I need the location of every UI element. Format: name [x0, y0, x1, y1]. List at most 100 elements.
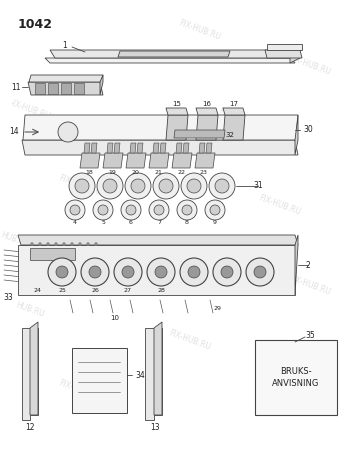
Circle shape — [149, 200, 169, 220]
Polygon shape — [199, 143, 205, 153]
Text: 33: 33 — [3, 293, 13, 302]
Circle shape — [70, 205, 80, 215]
Circle shape — [188, 266, 200, 278]
Circle shape — [114, 258, 142, 286]
Polygon shape — [267, 44, 302, 50]
Text: 32: 32 — [225, 132, 234, 138]
Text: 4: 4 — [73, 220, 77, 225]
Text: -IX-HUB.RU: -IX-HUB.RU — [9, 99, 51, 122]
Circle shape — [131, 179, 145, 193]
Circle shape — [153, 173, 179, 199]
Bar — [72, 348, 127, 413]
Text: 19: 19 — [108, 170, 116, 175]
Text: 13: 13 — [150, 423, 160, 432]
Circle shape — [147, 258, 175, 286]
Text: 18: 18 — [85, 170, 93, 175]
Polygon shape — [35, 83, 45, 94]
Text: 5: 5 — [101, 220, 105, 225]
Text: FIX-HUB.RU: FIX-HUB.RU — [258, 193, 302, 217]
Polygon shape — [61, 83, 71, 94]
Circle shape — [56, 266, 68, 278]
Polygon shape — [166, 108, 188, 115]
Polygon shape — [183, 143, 189, 153]
Circle shape — [47, 243, 49, 246]
Text: 23: 23 — [200, 170, 208, 175]
Circle shape — [213, 258, 241, 286]
Text: 31: 31 — [253, 181, 263, 190]
Text: BRUKS-: BRUKS- — [280, 368, 312, 377]
Polygon shape — [137, 143, 143, 153]
Polygon shape — [74, 83, 84, 94]
Bar — [30, 248, 75, 260]
Circle shape — [246, 258, 274, 286]
Text: 20: 20 — [131, 170, 139, 175]
Text: 25: 25 — [58, 288, 66, 292]
Polygon shape — [172, 153, 192, 168]
Text: 2: 2 — [306, 261, 310, 270]
Circle shape — [94, 243, 98, 246]
Circle shape — [215, 179, 229, 193]
Polygon shape — [160, 143, 166, 153]
Circle shape — [126, 205, 136, 215]
Circle shape — [121, 200, 141, 220]
Polygon shape — [114, 143, 120, 153]
Circle shape — [154, 205, 164, 215]
Polygon shape — [126, 153, 146, 168]
Text: 14: 14 — [9, 127, 19, 136]
Polygon shape — [223, 115, 245, 140]
Text: 16: 16 — [203, 101, 211, 107]
Text: 26: 26 — [91, 288, 99, 292]
Polygon shape — [22, 140, 298, 155]
Text: 6: 6 — [129, 220, 133, 225]
Circle shape — [78, 243, 82, 246]
Polygon shape — [176, 143, 182, 153]
Circle shape — [177, 200, 197, 220]
Circle shape — [209, 173, 235, 199]
Polygon shape — [154, 322, 162, 415]
Polygon shape — [50, 50, 300, 58]
Text: 21: 21 — [154, 170, 162, 175]
Circle shape — [75, 179, 89, 193]
Polygon shape — [145, 328, 162, 420]
Polygon shape — [195, 153, 215, 168]
Bar — [255, 340, 337, 415]
Polygon shape — [107, 143, 113, 153]
Polygon shape — [196, 115, 218, 140]
Polygon shape — [166, 115, 188, 140]
Polygon shape — [84, 143, 90, 153]
Circle shape — [97, 173, 123, 199]
Polygon shape — [22, 328, 38, 420]
Circle shape — [205, 200, 225, 220]
Text: HUB.RU: HUB.RU — [15, 301, 46, 320]
Text: 30: 30 — [303, 126, 313, 135]
Text: FIX-HUB.RU: FIX-HUB.RU — [288, 273, 332, 297]
Text: FIX-HUB.RU: FIX-HUB.RU — [58, 378, 102, 402]
Circle shape — [210, 205, 220, 215]
Circle shape — [48, 258, 76, 286]
Text: 35: 35 — [305, 330, 315, 339]
Circle shape — [180, 258, 208, 286]
Polygon shape — [290, 50, 300, 63]
Polygon shape — [265, 50, 302, 58]
Circle shape — [70, 243, 74, 246]
Circle shape — [38, 243, 42, 246]
Text: 1: 1 — [63, 41, 67, 50]
Polygon shape — [223, 108, 245, 115]
Circle shape — [30, 243, 34, 246]
Text: 9: 9 — [213, 220, 217, 225]
Text: HUB.RU: HUB.RU — [0, 231, 30, 249]
Polygon shape — [18, 245, 295, 295]
Circle shape — [65, 200, 85, 220]
Text: 1042: 1042 — [18, 18, 53, 31]
Circle shape — [122, 266, 134, 278]
Circle shape — [98, 205, 108, 215]
Polygon shape — [196, 108, 218, 115]
Text: 34: 34 — [135, 370, 145, 379]
Polygon shape — [29, 75, 103, 82]
Polygon shape — [153, 143, 159, 153]
Circle shape — [125, 173, 151, 199]
Circle shape — [93, 200, 113, 220]
Text: 12: 12 — [25, 423, 35, 432]
Text: ANVISNING: ANVISNING — [272, 379, 320, 388]
Text: 28: 28 — [157, 288, 165, 292]
